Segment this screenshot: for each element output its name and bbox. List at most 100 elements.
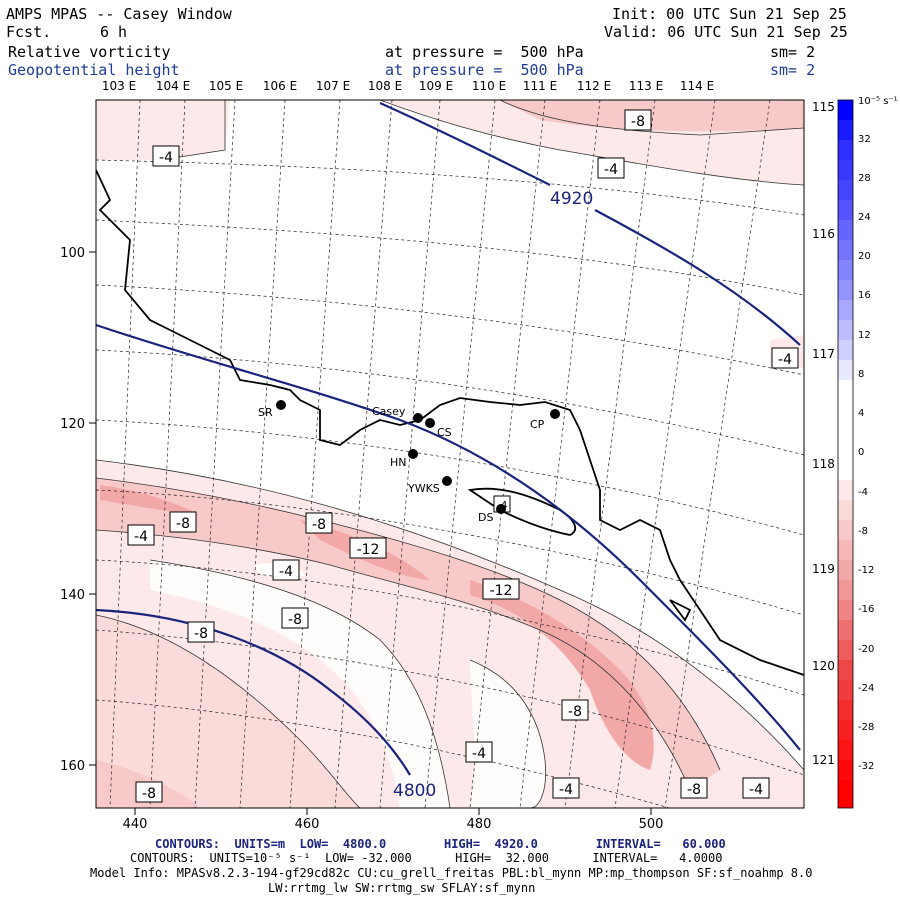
svg-text:-4: -4 <box>778 352 792 368</box>
height-label-4920: 4920 <box>550 189 593 209</box>
vort-label: -4 <box>742 777 770 799</box>
station-marker[interactable] <box>496 504 506 514</box>
svg-text:500: 500 <box>639 817 664 832</box>
station-label: HN <box>390 456 407 469</box>
footer-height-contours: CONTOURS: UNITS=m LOW= 4800.0 HIGH= 4920… <box>155 837 726 851</box>
footer-vorticity-contours: CONTOURS: UNITS=10⁻⁵ s⁻¹ LOW= -32.000 HI… <box>130 851 723 865</box>
vort-label: -8 <box>680 777 708 799</box>
field1-name: Relative vorticity <box>8 43 171 61</box>
vort-label: -4 <box>771 347 799 369</box>
svg-text:100: 100 <box>60 246 85 261</box>
colorbar-label: -28 <box>858 722 875 733</box>
svg-text:111 E: 111 E <box>523 79 557 93</box>
colorbar-label: -20 <box>858 644 875 655</box>
svg-text:460: 460 <box>295 817 320 832</box>
svg-text:-4: -4 <box>559 782 573 798</box>
svg-text:-8: -8 <box>631 114 645 130</box>
map-frame <box>95 99 805 809</box>
vort-label: -4 <box>272 559 300 581</box>
vort-label: -4 <box>597 157 625 179</box>
vort-label: -8 <box>561 699 589 721</box>
svg-text:-4: -4 <box>134 529 148 545</box>
colorbar-label: 24 <box>858 212 871 223</box>
station-marker[interactable] <box>425 418 435 428</box>
station-label: CS <box>437 426 452 439</box>
station-marker[interactable] <box>550 409 560 419</box>
colorbar-label: 28 <box>858 173 871 184</box>
vorticity-contours <box>96 100 804 808</box>
colorbar-label: 12 <box>858 330 871 341</box>
colorbar-label: 4 <box>858 408 865 419</box>
svg-text:-8: -8 <box>568 704 582 720</box>
vort-label: -8 <box>187 621 215 643</box>
svg-text:140: 140 <box>60 588 85 603</box>
coastline <box>96 169 804 676</box>
svg-text:109 E: 109 E <box>419 79 453 93</box>
svg-text:160: 160 <box>60 759 85 774</box>
colorbar-label: -12 <box>858 565 875 576</box>
colorbar-label: 0 <box>858 447 865 458</box>
svg-text:-4: -4 <box>604 162 618 178</box>
colorbar <box>837 99 854 809</box>
vort-label: -8 <box>305 512 333 534</box>
height-label-4800: 4800 <box>393 781 436 801</box>
vort-label: -4 <box>152 145 180 167</box>
svg-text:-8: -8 <box>142 786 156 802</box>
vort-label: -8 <box>281 607 309 629</box>
colorbar-label: -24 <box>858 683 875 694</box>
svg-text:-4: -4 <box>279 564 293 580</box>
longitude-labels-top: 103 E 104 E 105 E 106 E 107 E 108 E 109 … <box>102 79 714 93</box>
svg-text:103 E: 103 E <box>102 79 136 93</box>
forecast-label: Fcst. <box>6 23 52 41</box>
svg-text:112 E: 112 E <box>577 79 611 93</box>
field2-smoothing: sm= 2 <box>770 61 816 79</box>
svg-text:-4: -4 <box>749 782 763 798</box>
svg-text:-8: -8 <box>687 782 701 798</box>
vort-label: -8 <box>624 109 652 131</box>
svg-text:-8: -8 <box>288 612 302 628</box>
station-label: Casey <box>372 405 406 418</box>
footer-model-info-2: LW:rrtmg_lw SW:rrtmg_sw SFLAY:sf_mynn <box>268 881 536 895</box>
svg-text:-8: -8 <box>176 516 190 532</box>
valid-time: Valid: 06 UTC Sun 21 Sep 25 <box>604 23 848 41</box>
station-label: SR <box>258 406 273 419</box>
svg-text:480: 480 <box>467 817 492 832</box>
station-marker[interactable] <box>442 476 452 486</box>
graticule <box>96 100 804 808</box>
forecast-value: 6 h <box>100 23 128 41</box>
station-marker[interactable] <box>276 400 286 410</box>
footer-model-info: Model Info: MPASv8.2.3-194-gf29cd82c CU:… <box>90 866 813 880</box>
svg-text:113 E: 113 E <box>629 79 663 93</box>
station-label: CP <box>530 418 545 431</box>
x-axis-labels: 440 460 480 500 <box>123 817 664 832</box>
colorbar-label: -4 <box>858 487 868 498</box>
colorbar-label: 16 <box>858 290 871 301</box>
svg-text:107 E: 107 E <box>316 79 350 93</box>
svg-text:-12: -12 <box>357 542 380 558</box>
svg-text:110 E: 110 E <box>472 79 506 93</box>
vort-label: -8 <box>135 781 163 803</box>
colorbar-label: 8 <box>858 369 865 380</box>
station-marker[interactable] <box>413 413 423 423</box>
axis-ticks <box>89 251 652 815</box>
field2-name: Geopotential height <box>8 61 180 79</box>
colorbar-label: -16 <box>858 604 875 615</box>
field1-smoothing: sm= 2 <box>770 43 816 61</box>
svg-text:-8: -8 <box>194 626 208 642</box>
field1-level: at pressure = 500 hPa <box>385 43 584 61</box>
svg-text:-12: -12 <box>490 583 513 599</box>
svg-text:104 E: 104 E <box>156 79 190 93</box>
colorbar-label: 32 <box>858 134 871 145</box>
map-title: AMPS MPAS -- Casey Window <box>6 5 232 23</box>
vorticity-labels: -4 -8 -4 -4 -4 -8 -8 -12 -4 -12 -8 -8 -8… <box>127 109 799 803</box>
vort-label: -8 <box>169 511 197 533</box>
svg-text:114 E: 114 E <box>680 79 714 93</box>
colorbar-unit: 10⁻⁵ s⁻¹ <box>858 96 898 107</box>
colorbar-label: -32 <box>858 761 875 772</box>
vort-label: -12 <box>349 537 387 559</box>
vort-label: -12 <box>482 578 520 600</box>
height-contours <box>95 101 801 776</box>
svg-text:-4: -4 <box>472 746 486 762</box>
station-marker[interactable] <box>408 449 418 459</box>
